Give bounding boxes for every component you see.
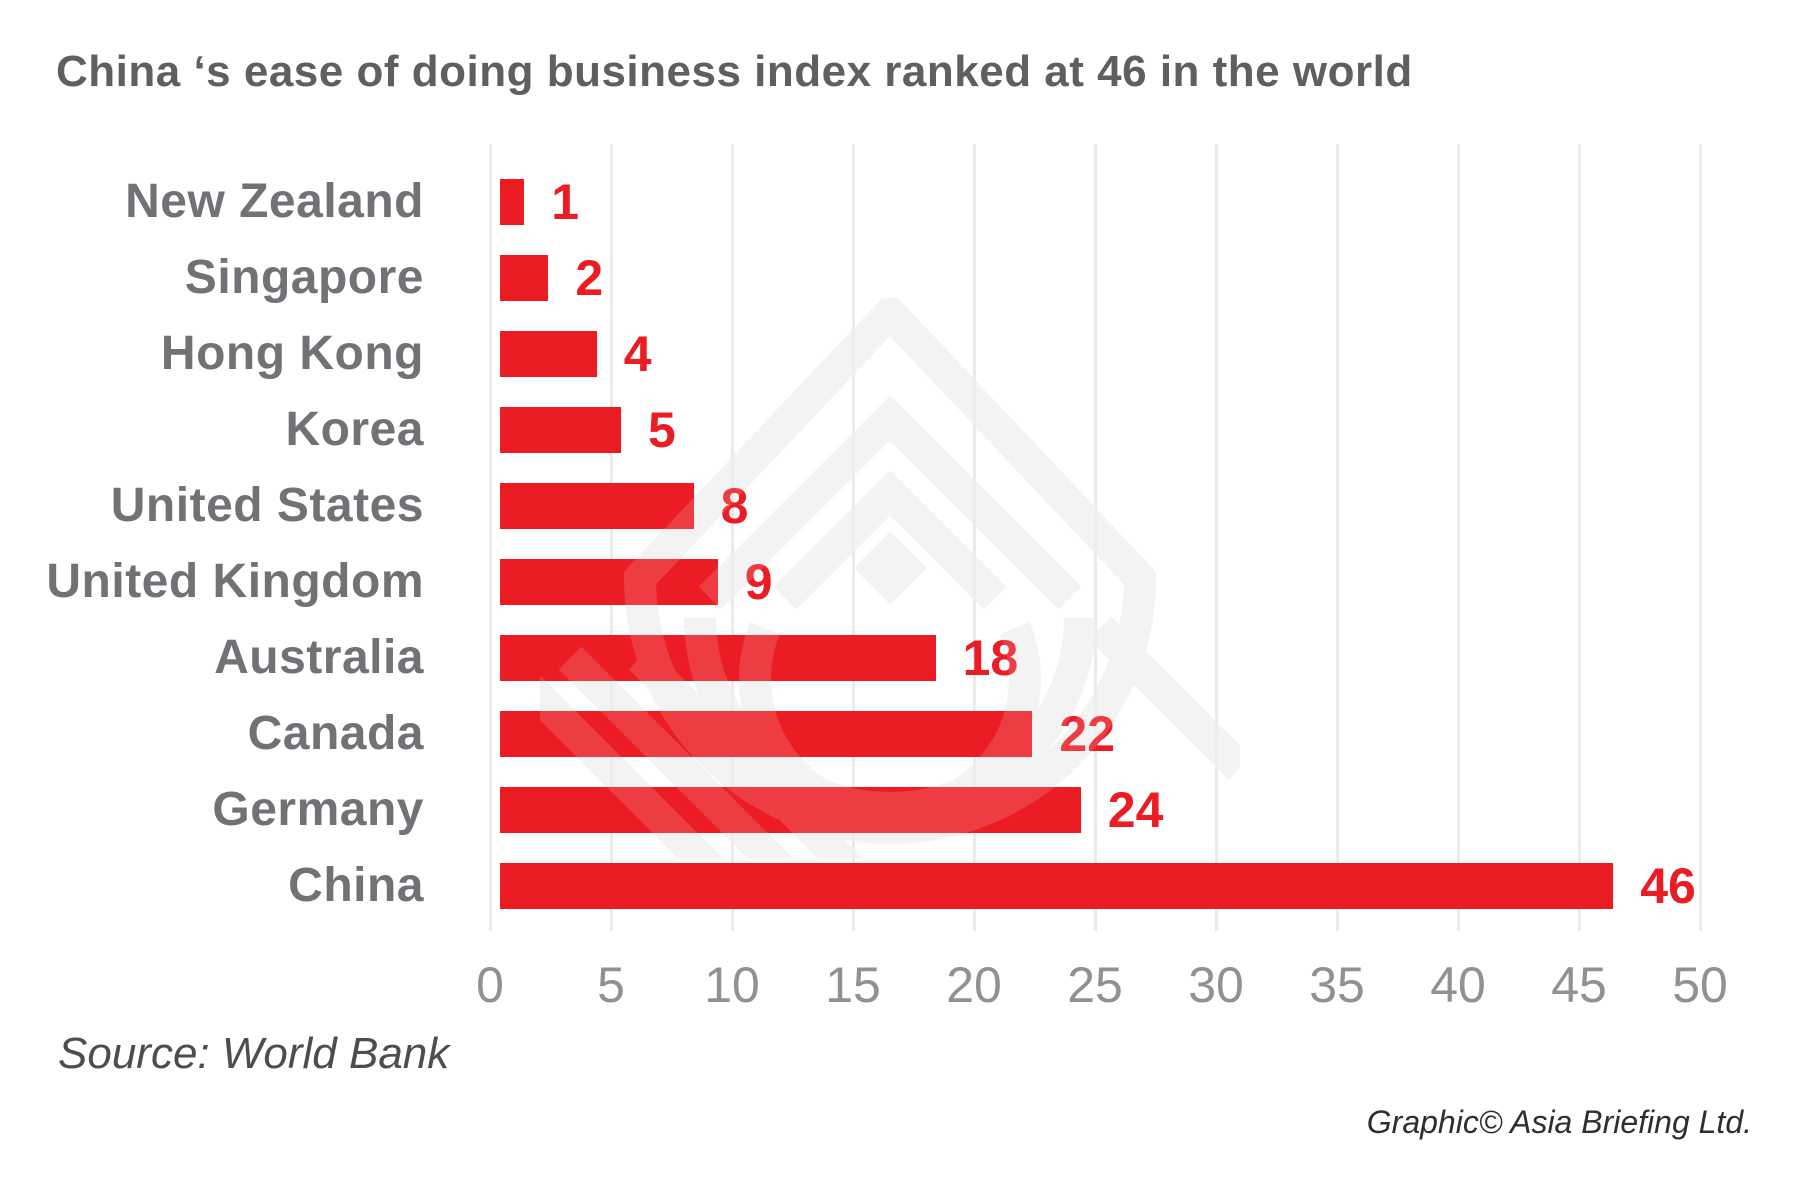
category-label: Canada [247, 707, 424, 760]
category-label: Australia [214, 631, 424, 684]
gridline [1456, 144, 1460, 931]
category-label: China [288, 859, 424, 912]
chart-title: China ‘s ease of doing business index ra… [56, 47, 1413, 96]
value-label: 8 [720, 478, 749, 534]
x-tick-label: 50 [1672, 957, 1728, 1013]
value-label: 9 [744, 554, 773, 610]
credit-note: Graphic© Asia Briefing Ltd. [1366, 1104, 1752, 1140]
gridline [1335, 144, 1339, 931]
x-tick-label: 40 [1430, 957, 1486, 1013]
category-label: Hong Kong [160, 327, 424, 380]
category-label: Korea [285, 403, 424, 456]
bar [500, 559, 718, 605]
x-tick-label: 20 [946, 957, 1002, 1013]
bar [500, 635, 936, 681]
bar [500, 331, 597, 377]
value-label: 5 [648, 402, 676, 458]
bar [500, 711, 1033, 757]
value-label: 4 [623, 326, 652, 382]
value-label: 18 [962, 630, 1019, 686]
category-label: United Kingdom [46, 555, 424, 608]
category-label: New Zealand [125, 175, 424, 228]
x-tick-label: 10 [704, 957, 760, 1013]
bar [500, 787, 1081, 833]
value-label: 2 [575, 250, 604, 306]
bar [500, 407, 621, 453]
bar [500, 483, 694, 529]
x-tick-label: 35 [1309, 957, 1365, 1013]
gridline [1698, 144, 1702, 931]
bar [500, 179, 525, 225]
x-tick-label: 45 [1551, 957, 1607, 1013]
gridline [1577, 144, 1581, 931]
gridline [1093, 144, 1097, 931]
x-tick-label: 5 [597, 957, 625, 1013]
value-label: 22 [1059, 706, 1116, 762]
x-tick-label: 15 [825, 957, 881, 1013]
value-label: 24 [1107, 782, 1164, 838]
gridline [488, 144, 492, 931]
category-label: Germany [212, 783, 424, 836]
bar [500, 255, 549, 301]
x-tick-label: 25 [1067, 957, 1123, 1013]
value-label: 46 [1640, 858, 1696, 914]
x-tick-label: 0 [476, 957, 504, 1013]
bar [500, 863, 1614, 909]
source-note: Source: World Bank [58, 1029, 450, 1078]
gridline [1214, 144, 1218, 931]
category-label: United States [110, 479, 424, 532]
x-tick-label: 30 [1188, 957, 1244, 1013]
category-label: Singapore [184, 251, 424, 304]
value-label: 1 [551, 174, 579, 230]
